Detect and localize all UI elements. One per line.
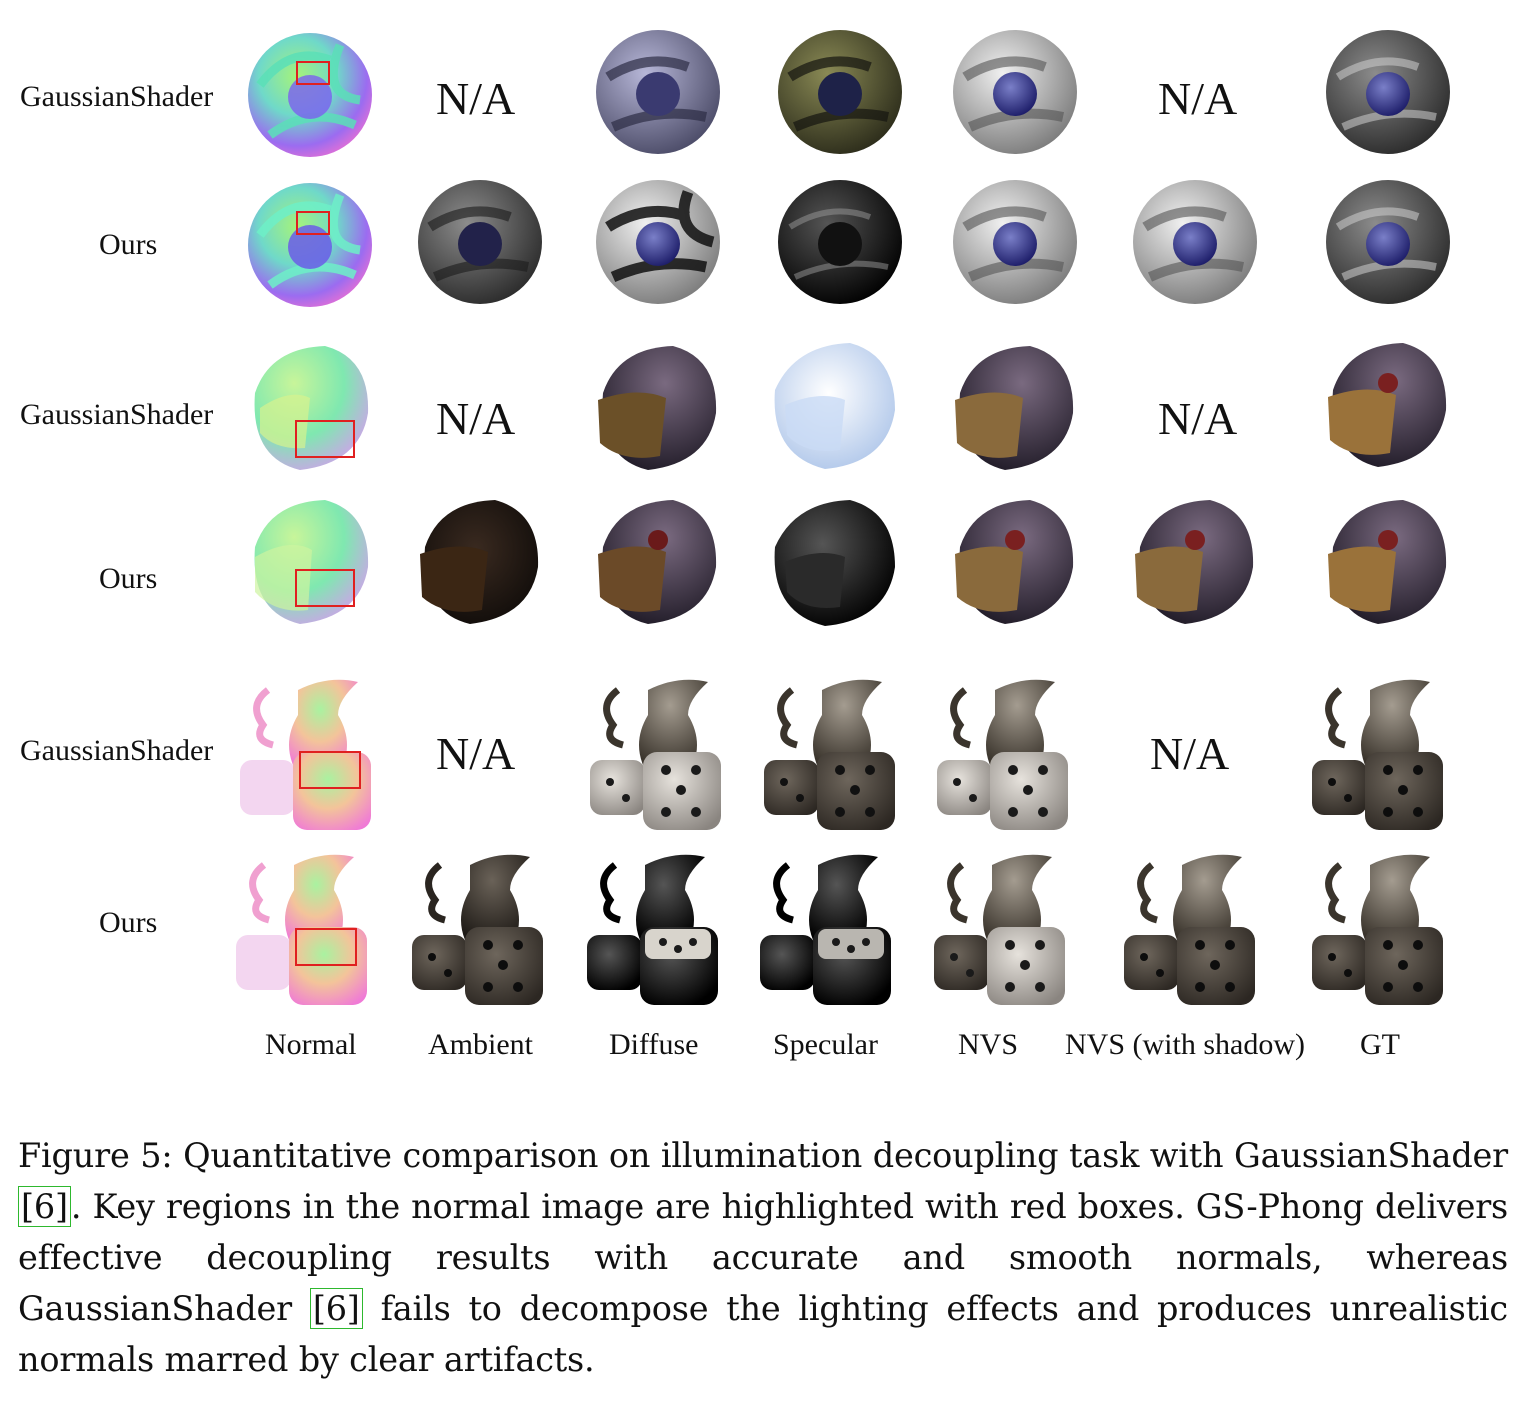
row3-normal-image: [240, 338, 380, 478]
row3-ambient-na: N/A: [436, 393, 516, 444]
row4-nvs-image: [945, 492, 1085, 632]
row1-nvs-shadow-na: N/A: [1158, 73, 1238, 124]
highlight-box: [296, 61, 330, 85]
caption-text-2: . Key regions in the normal image are hi…: [18, 1187, 1508, 1328]
row4-gt-image: [1318, 492, 1458, 632]
highlight-box: [295, 420, 355, 458]
row4-normal-image: [240, 492, 380, 632]
col-header-specular: Specular: [773, 1028, 878, 1061]
highlight-box: [295, 928, 357, 966]
row2-nvs-image: [945, 172, 1085, 312]
col-header-ambient: Ambient: [428, 1028, 533, 1061]
row-label-1: GaussianShader: [20, 80, 214, 113]
row2-gt-image: [1318, 172, 1458, 312]
row2-nvs-shadow-image: [1125, 172, 1265, 312]
caption-text-3: fails to decompose the lighting effects …: [18, 1289, 1508, 1379]
caption-text-1: Figure 5: Quantitative comparison on ill…: [18, 1136, 1508, 1175]
col-header-gt: GT: [1360, 1028, 1400, 1061]
figure-caption: Figure 5: Quantitative comparison on ill…: [18, 1130, 1508, 1385]
col-header-normal: Normal: [265, 1028, 357, 1061]
highlight-box: [296, 211, 330, 235]
row4-specular-image: [765, 492, 905, 632]
row4-nvs-shadow-image: [1125, 492, 1265, 632]
row-label-4: Ours: [99, 562, 158, 595]
row6-specular-image: [758, 845, 898, 1010]
row6-nvs-shadow-image: [1122, 845, 1262, 1010]
row6-ambient-image: [410, 845, 550, 1010]
row3-gt-image: [1318, 335, 1458, 475]
col-header-nvs: NVS: [958, 1028, 1019, 1061]
col-header-diffuse: Diffuse: [609, 1028, 699, 1061]
row6-nvs-image: [932, 845, 1072, 1010]
row6-diffuse-image: [585, 845, 725, 1010]
row5-gt-image: [1310, 670, 1450, 835]
row6-normal-image: [234, 845, 374, 1010]
col-header-nvs-shadow: NVS (with shadow): [1065, 1028, 1305, 1061]
row3-specular-image: [765, 335, 905, 475]
row-label-5: GaussianShader: [20, 734, 214, 767]
citation-link[interactable]: [6]: [18, 1186, 71, 1227]
row2-diffuse-image: [588, 172, 728, 312]
highlight-box: [299, 751, 361, 789]
highlight-box: [295, 569, 355, 607]
row3-diffuse-image: [588, 338, 728, 478]
row5-specular-image: [762, 670, 902, 835]
row1-nvs-image: [945, 22, 1085, 162]
row4-diffuse-image: [588, 492, 728, 632]
row2-specular-image: [770, 172, 910, 312]
row5-normal-image: [238, 670, 378, 835]
row-label-2: Ours: [99, 228, 158, 261]
row6-gt-image: [1310, 845, 1450, 1010]
row3-nvs-shadow-na: N/A: [1158, 393, 1238, 444]
row-label-3: GaussianShader: [20, 398, 214, 431]
row1-gt-image: [1318, 22, 1458, 162]
citation-link[interactable]: [6]: [309, 1288, 363, 1329]
row4-ambient-image: [410, 492, 550, 632]
row1-specular-image: [770, 22, 910, 162]
row5-diffuse-image: [588, 670, 728, 835]
row1-normal-image: [240, 25, 380, 165]
row3-nvs-image: [945, 338, 1085, 478]
row5-nvs-shadow-na: N/A: [1150, 728, 1230, 779]
row2-ambient-image: [410, 172, 550, 312]
row-label-6: Ours: [99, 906, 158, 939]
row1-diffuse-image: [588, 22, 728, 162]
row5-nvs-image: [935, 670, 1075, 835]
row2-normal-image: [240, 175, 380, 315]
row5-ambient-na: N/A: [436, 728, 516, 779]
row1-ambient-na: N/A: [436, 73, 516, 124]
